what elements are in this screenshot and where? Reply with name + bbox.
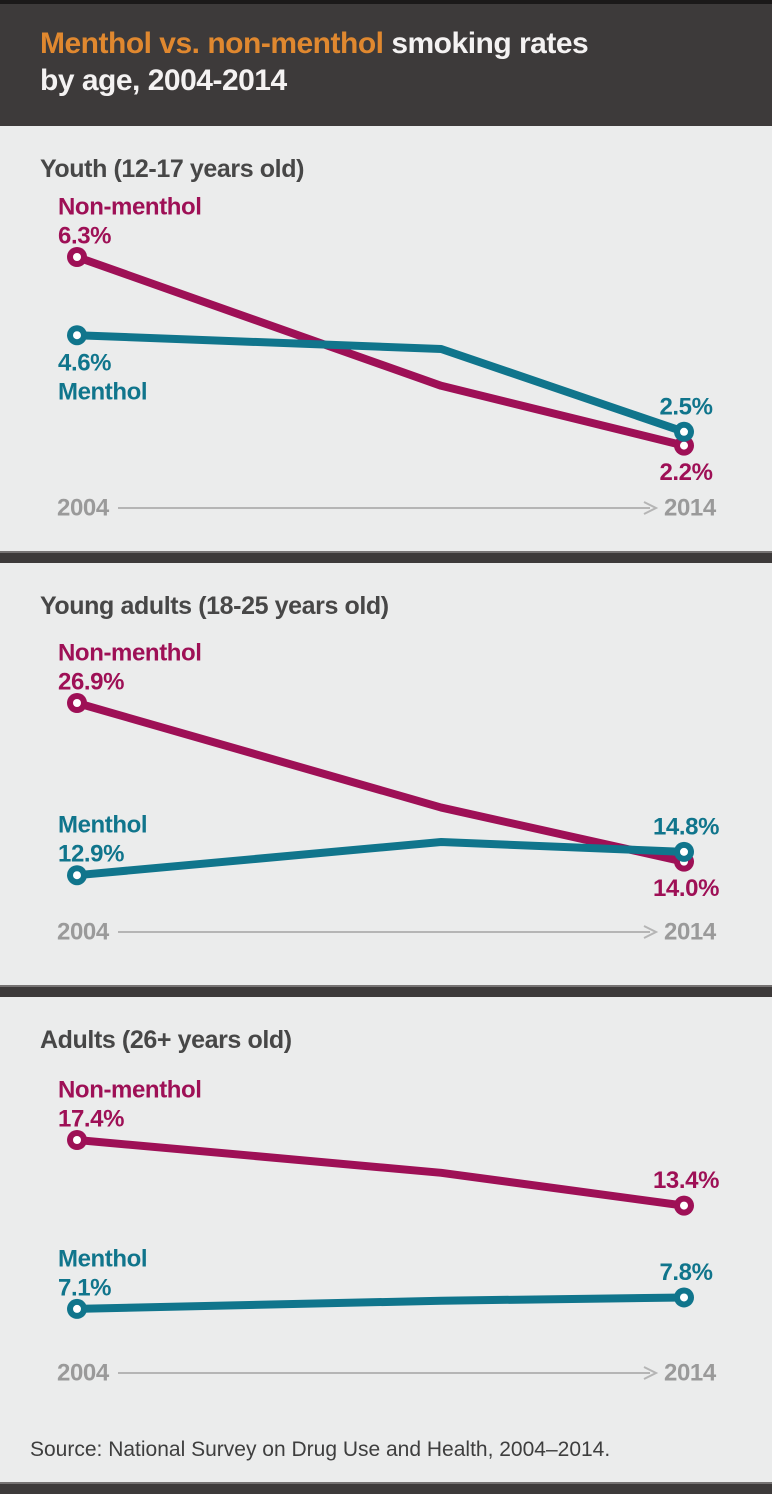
- arrow-right-icon: [643, 501, 659, 515]
- data-point-hole: [73, 1304, 81, 1313]
- data-point-hole: [680, 1201, 688, 1210]
- series-end-value: 13.4%: [653, 1167, 719, 1194]
- data-point-hole: [73, 331, 81, 340]
- series-line-non-menthol: [75, 253, 685, 450]
- panel-title-youth: Youth (12-17 years old): [40, 155, 305, 183]
- panel-young-adults: Young adults (18-25 years old) 2004 2014 N…: [0, 563, 772, 985]
- series-end-value: 14.0%: [653, 875, 719, 902]
- series-start-value: 4.6%: [58, 350, 111, 377]
- axis-end-year-label: 2014: [664, 919, 717, 946]
- axis-start-year-label: 2004: [57, 495, 110, 522]
- series-line-non-menthol: [75, 699, 685, 866]
- series-name-label: Non-menthol: [58, 640, 202, 667]
- series-name-label: Non-menthol: [58, 194, 202, 221]
- data-point-hole: [680, 441, 688, 450]
- arrow-right-icon: [643, 1366, 659, 1380]
- axis-start-year-label: 2004: [57, 1360, 110, 1387]
- series-start-value: 12.9%: [58, 841, 124, 868]
- series-line-non-menthol: [76, 1136, 685, 1210]
- data-point-hole: [73, 253, 81, 261]
- data-point-hole: [680, 847, 688, 856]
- series-start-value: 7.1%: [58, 1274, 111, 1301]
- panel-title-young-adults: Young adults (18-25 years old): [40, 592, 389, 620]
- title-line2: by age, 2004-2014: [40, 64, 287, 97]
- header: Menthol vs. non-menthol smoking rates by…: [0, 0, 772, 126]
- series-end-value: 2.5%: [659, 393, 712, 420]
- page-title: Menthol vs. non-menthol smoking rates by…: [40, 25, 742, 99]
- panel-adults: Adults (26+ years old) 2004 2014 Non-menth…: [0, 997, 772, 1482]
- axis-start-year-label: 2004: [57, 919, 110, 946]
- panel-title-adults: Adults (26+ years old): [40, 1026, 292, 1054]
- series-start-value: 17.4%: [58, 1106, 124, 1133]
- series-start-value: 26.9%: [58, 669, 124, 696]
- axis-end-year-label: 2014: [664, 495, 717, 522]
- section-divider: [0, 985, 772, 997]
- series-line-menthol: [76, 1293, 685, 1313]
- data-point-hole: [73, 699, 81, 707]
- data-point-hole: [680, 427, 688, 436]
- panel-youth: Youth (12-17 years old) 2004 2014 Non-ment…: [0, 126, 772, 551]
- series-name-label: Menthol: [58, 1245, 147, 1272]
- series-end-value: 7.8%: [659, 1259, 712, 1286]
- series-name-label: Non-menthol: [58, 1077, 202, 1104]
- arrow-right-icon: [643, 925, 659, 939]
- source-note: Source: National Survey on Drug Use and …: [30, 1438, 611, 1461]
- series-end-value: 2.2%: [659, 459, 712, 486]
- data-point-hole: [73, 871, 81, 880]
- series-line-menthol: [76, 331, 686, 436]
- series-name-label: Menthol: [58, 379, 147, 406]
- footer-bar: [0, 1482, 772, 1494]
- series-end-value: 14.8%: [653, 813, 719, 840]
- series-start-value: 6.3%: [58, 223, 111, 250]
- series-line-menthol: [76, 837, 685, 880]
- data-point-hole: [680, 1293, 688, 1302]
- title-rest: smoking rates: [383, 27, 589, 60]
- data-point-hole: [73, 1136, 81, 1144]
- title-highlight: Menthol vs. non-menthol: [40, 27, 384, 60]
- series-name-label: Menthol: [58, 812, 147, 839]
- axis-end-year-label: 2014: [664, 1360, 717, 1387]
- section-divider: [0, 551, 772, 563]
